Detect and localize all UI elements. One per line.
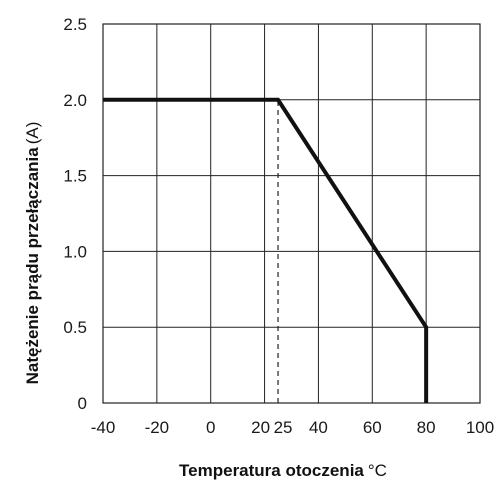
x-tick-label: 40: [309, 418, 328, 437]
y-axis-title: Natężenie prądu przełączania(A): [23, 122, 42, 385]
y-tick-label: 1.5: [63, 167, 87, 186]
series-layer: [103, 97, 429, 403]
x-tick-label: 100: [466, 418, 494, 437]
x-axis-title: Temperatura otoczenia °C: [179, 461, 387, 480]
x-tick-label: 0: [206, 418, 215, 437]
grid-layer: [102, 23, 481, 404]
x-tick-label: 60: [363, 418, 382, 437]
y-tick-label: 2.5: [63, 15, 87, 34]
x-tick-label: -20: [145, 418, 170, 437]
derating-curve: [103, 97, 429, 403]
x-tick-label: -40: [91, 418, 116, 437]
x-tick-label: 25: [274, 418, 293, 437]
y-tick-label: 1.0: [63, 242, 87, 261]
y-tick-label: 0.5: [63, 318, 87, 337]
x-tick-label: 80: [417, 418, 436, 437]
y-tick-label: 0: [78, 394, 87, 413]
y-tick-label: 2.0: [63, 91, 87, 110]
x-tick-label: 20: [251, 418, 270, 437]
plot-frame: [102, 23, 481, 404]
tick-layer: -40 -20 0 20 25 40 60 80 100 0 0.5 1.0 1.5 2.0 2.5: [63, 15, 494, 437]
